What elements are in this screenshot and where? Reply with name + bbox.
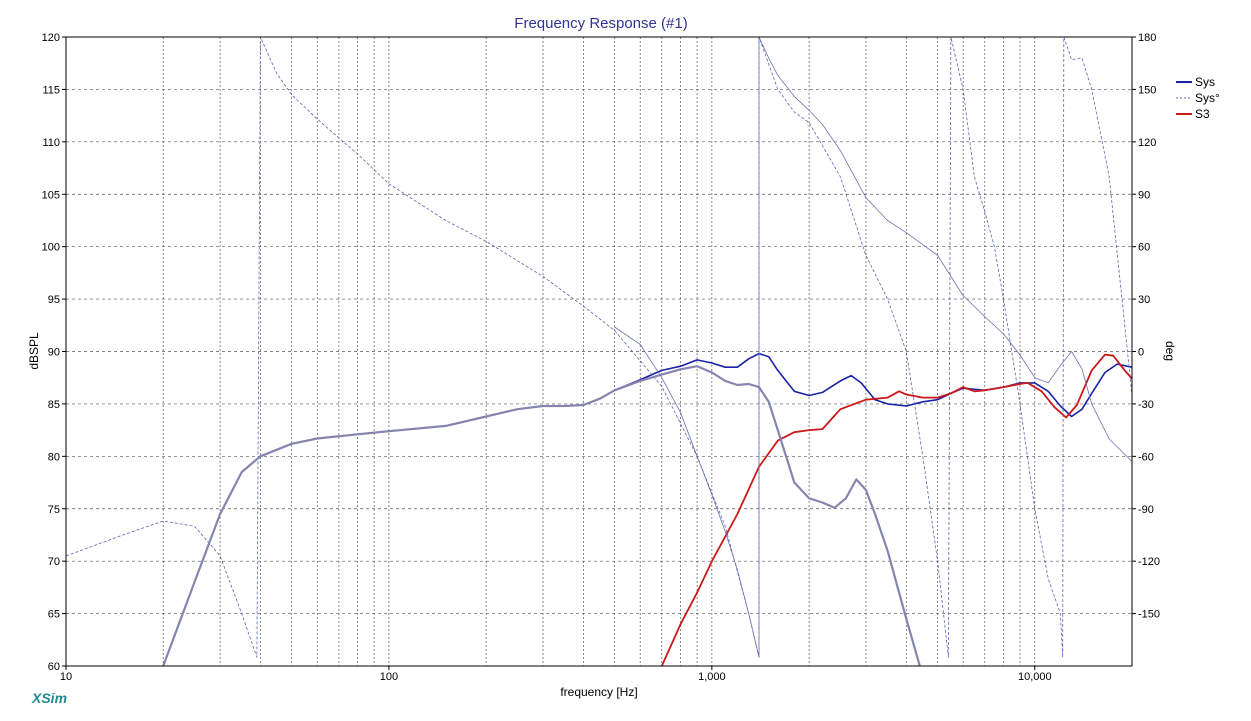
chart-title: Frequency Response (#1) bbox=[514, 15, 687, 32]
y2-tick-label: 30 bbox=[1138, 294, 1150, 306]
y-tick-label: 110 bbox=[42, 137, 60, 149]
y-tick-label: 60 bbox=[48, 661, 60, 673]
y-tick-label: 95 bbox=[48, 294, 60, 306]
legend: Sys Sys° S3 bbox=[1176, 75, 1220, 121]
y2-tick-label: 120 bbox=[1138, 137, 1156, 149]
x-tick-label: 10 bbox=[60, 671, 72, 683]
y2-tick-label: -90 bbox=[1138, 504, 1154, 516]
y-tick-label: 75 bbox=[48, 504, 60, 516]
x-tick-label: 10,000 bbox=[1018, 671, 1052, 683]
y-tick-label: 100 bbox=[42, 242, 60, 254]
xsim-logo: XSim bbox=[31, 690, 67, 706]
legend-label: Sys° bbox=[1195, 91, 1220, 105]
x-tick-label: 100 bbox=[380, 671, 398, 683]
legend-label: S3 bbox=[1195, 107, 1210, 121]
y2-tick-label: -120 bbox=[1138, 556, 1160, 568]
y2-tick-label: -30 bbox=[1138, 399, 1154, 411]
y-tick-label: 85 bbox=[48, 399, 60, 411]
y2-tick-label: -150 bbox=[1138, 609, 1160, 621]
y-axis-label: dBSPL bbox=[27, 332, 41, 370]
legend-label: Sys bbox=[1195, 75, 1215, 89]
y2-tick-label: -60 bbox=[1138, 451, 1154, 463]
x-tick-label: 1,000 bbox=[698, 671, 726, 683]
y2-tick-label: 150 bbox=[1138, 84, 1156, 96]
y2-tick-label: 90 bbox=[1138, 189, 1150, 201]
y-tick-label: 120 bbox=[42, 32, 60, 44]
y-tick-label: 115 bbox=[42, 84, 60, 96]
y2-tick-label: 180 bbox=[1138, 32, 1156, 44]
plot-area bbox=[66, 37, 1132, 666]
y2-tick-label: 0 bbox=[1138, 347, 1144, 359]
y2-axis-label: deg bbox=[1163, 341, 1177, 361]
series-line-s3 bbox=[660, 353, 1132, 666]
series-line-driver-4 bbox=[614, 37, 1132, 658]
y-tick-label: 105 bbox=[42, 189, 60, 201]
x-axis-label: frequency [Hz] bbox=[560, 685, 637, 699]
y-tick-label: 90 bbox=[48, 347, 60, 359]
y-tick-label: 65 bbox=[48, 609, 60, 621]
y-tick-label: 80 bbox=[48, 451, 60, 463]
y-tick-label: 70 bbox=[48, 556, 60, 568]
series-line-driver-3 bbox=[162, 365, 921, 666]
y2-tick-label: 60 bbox=[1138, 242, 1150, 254]
series-line-sys bbox=[66, 37, 1132, 658]
